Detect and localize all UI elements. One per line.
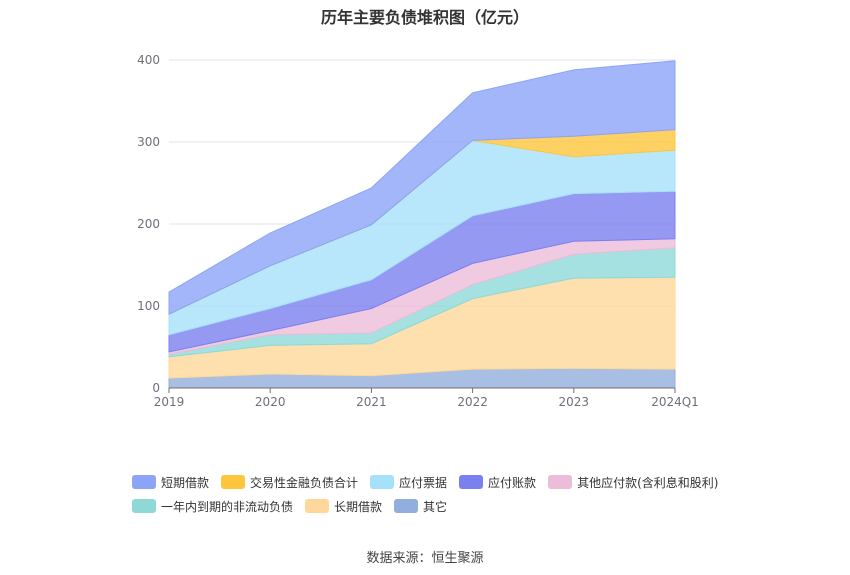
legend-swatch (548, 475, 573, 489)
legend-swatch (305, 499, 330, 513)
x-tick-label: 2021 (356, 395, 387, 409)
y-tick-label: 200 (137, 217, 160, 231)
legend-label: 其他应付款(含利息和股利) (577, 475, 719, 490)
axis-layer: 0 100 200 300 400 2019 2020 2021 2022 2023 2024Q1 (137, 53, 699, 409)
y-tick-label: 0 (152, 381, 160, 395)
legend-item[interactable]: 应付票据 (370, 470, 447, 494)
legend-label: 应付票据 (399, 475, 448, 490)
legend-item[interactable]: 其它 (394, 494, 447, 518)
legend-item[interactable]: 一年内到期的非流动负债 (132, 494, 293, 518)
x-tick-label: 2019 (154, 395, 185, 409)
area-layer (168, 60, 676, 389)
legend-label: 交易性金融负债合计 (250, 475, 359, 490)
legend-swatch (370, 475, 395, 489)
legend-label: 应付账款 (488, 475, 537, 490)
y-tick-label: 100 (137, 299, 160, 313)
legend-item[interactable]: 长期借款 (305, 494, 382, 518)
legend-swatch (459, 475, 484, 489)
legend-label: 一年内到期的非流动负债 (161, 499, 294, 514)
legend-swatch (394, 499, 419, 513)
legend-item[interactable]: 其他应付款(含利息和股利) (548, 470, 718, 494)
x-tick-label: 2020 (255, 395, 286, 409)
source-note: 数据来源：恒生聚源 (366, 551, 484, 566)
legend-label: 长期借款 (334, 499, 383, 514)
legend-label: 其它 (423, 499, 448, 514)
area-series-7 (168, 60, 676, 315)
y-tick-label: 300 (137, 135, 160, 149)
legend-swatch (132, 475, 156, 489)
x-tick-label: 2022 (457, 395, 488, 409)
legend-swatch (221, 475, 246, 489)
x-tick-label: 2024Q1 (651, 395, 699, 409)
legend-item[interactable]: 应付账款 (459, 470, 536, 494)
legend-label: 短期借款 (161, 475, 210, 490)
chart-title: 历年主要负债堆积图（亿元） (320, 8, 529, 27)
legend: 短期借款 交易性金融负债合计 应付票据 应付账款 其他应付款(含利息和股利) 一年内到期的… (132, 470, 772, 518)
legend-item[interactable]: 交易性金融负债合计 (221, 470, 358, 494)
legend-swatch (132, 499, 156, 513)
y-tick-label: 400 (137, 53, 160, 67)
x-tick-label: 2023 (559, 395, 590, 409)
legend-item[interactable]: 短期借款 (132, 470, 209, 494)
